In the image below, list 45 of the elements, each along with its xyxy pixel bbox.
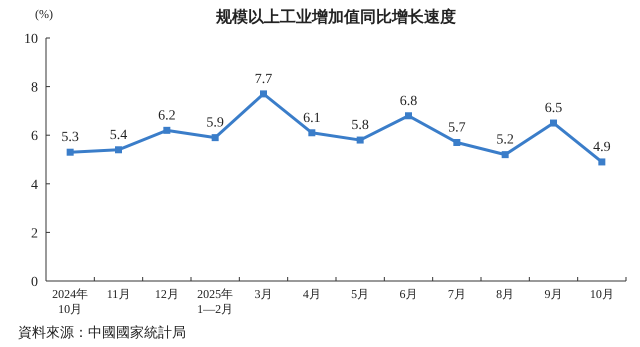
data-label: 5.9: [206, 116, 224, 131]
x-tick-label: 5月: [351, 287, 370, 301]
data-label: 6.1: [303, 110, 321, 126]
point: [356, 136, 364, 144]
point: [550, 120, 557, 127]
point: [502, 151, 509, 158]
data-label: 6.2: [158, 108, 176, 124]
y-tick-label: 6: [31, 129, 38, 144]
data-label: 5.4: [110, 128, 128, 143]
point: [308, 129, 316, 136]
data-label: 6.8: [400, 94, 418, 109]
x-tick-label: 10月: [590, 287, 614, 301]
point: [598, 158, 606, 166]
data-label: 4.9: [593, 140, 611, 155]
data-label: 5.8: [351, 118, 369, 134]
y-tick-label: 10: [24, 32, 38, 47]
point: [115, 146, 122, 154]
data-label: 5.2: [496, 132, 514, 148]
point: [212, 134, 219, 142]
data-label: 7.7: [254, 72, 272, 87]
y-tick-label: 4: [31, 178, 38, 193]
data-label: 5.7: [448, 120, 466, 136]
data-label: 5.3: [61, 130, 79, 146]
y-axis-title: (%): [35, 7, 53, 21]
chart-title: 规模以上工业增加值同比增长速度: [215, 7, 456, 26]
point: [453, 138, 460, 146]
x-tick-label: 12月: [154, 287, 179, 301]
x-tick-label: 2025年 1—2月: [197, 287, 234, 316]
y-tick-label: 0: [31, 275, 38, 290]
source-note: 資料來源：中國國家統計局: [18, 325, 186, 341]
x-tick-label: 3月: [254, 287, 272, 301]
data-label: 6.5: [544, 101, 562, 116]
y-tick-label: 8: [31, 80, 38, 96]
x-tick-label: 7月: [448, 287, 466, 301]
x-tick-label: 8月: [496, 287, 514, 301]
x-tick-label: 6月: [400, 287, 418, 301]
x-tick-label: 2024年 10月: [52, 287, 88, 316]
point: [260, 90, 267, 98]
x-tick-label: 4月: [302, 287, 321, 301]
y-tick-label: 2: [31, 226, 38, 242]
x-tick-label: 9月: [544, 287, 562, 301]
x-tick-label: 11月: [106, 287, 130, 301]
point: [66, 148, 74, 156]
point: [163, 126, 170, 134]
point: [405, 112, 412, 120]
